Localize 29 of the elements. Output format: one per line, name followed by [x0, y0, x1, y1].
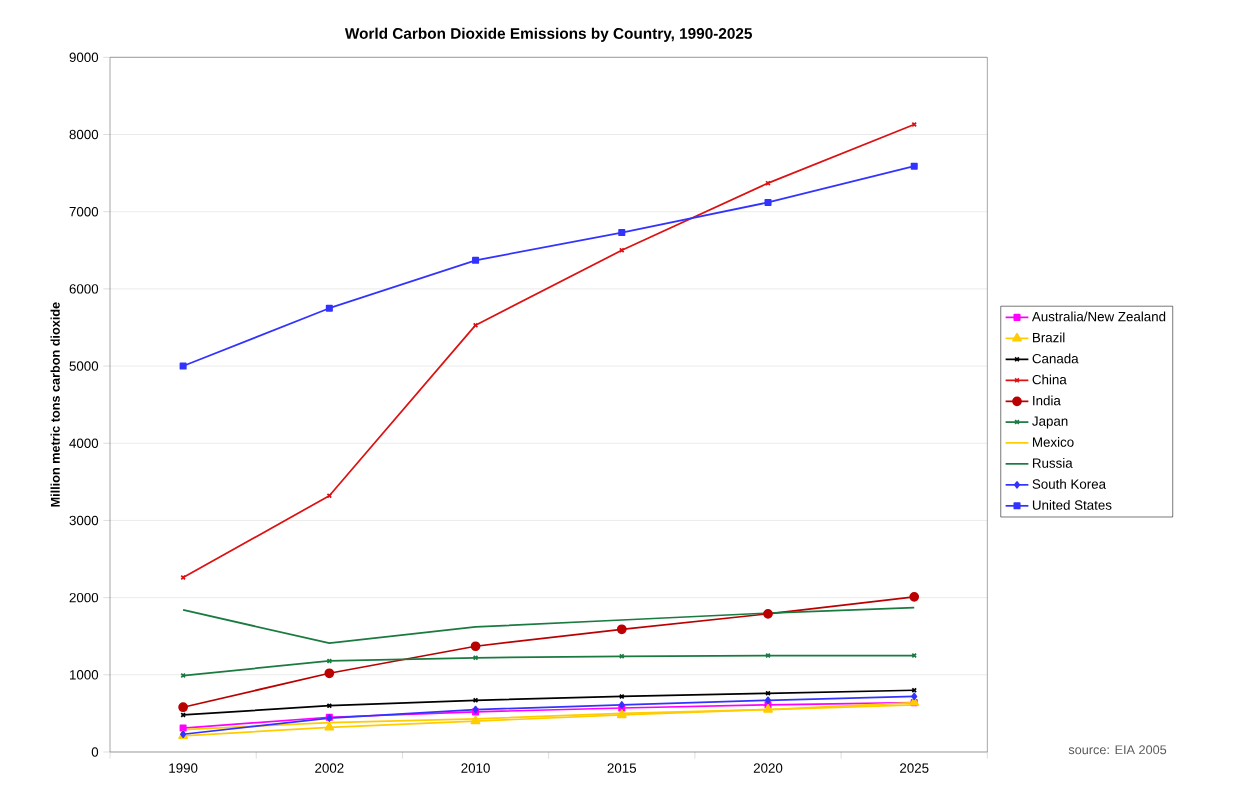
- x-tick-label: 2002: [315, 763, 344, 773]
- legend-label: South Korea: [1032, 479, 1107, 489]
- legend-label: Brazil: [1033, 332, 1065, 343]
- chart-title: World Carbon Dioxide Emissions by Country, 1990-2025: [344, 27, 752, 43]
- legend-label: China: [1032, 374, 1067, 385]
- y-tick-label: 3000: [69, 515, 99, 526]
- y-tick-label: 9000: [69, 52, 99, 63]
- x-tick-label: 2020: [753, 763, 783, 773]
- y-tick-label: 4000: [69, 438, 99, 449]
- legend-label: India: [1033, 395, 1061, 406]
- legend-label: Mexico: [1033, 437, 1074, 447]
- y-tick-label: 6000: [69, 284, 99, 294]
- y-tick-label: 1000: [69, 670, 99, 680]
- legend-label: Russia: [1033, 458, 1073, 468]
- x-tick-label: 2010: [461, 763, 490, 773]
- legend-label: Australia/New Zealand: [1031, 311, 1166, 322]
- legend-label: United States: [1032, 500, 1112, 510]
- x-tick-label: 2015: [607, 763, 637, 773]
- y-tick-label: 7000: [69, 207, 99, 217]
- x-tick-label: 1990: [169, 763, 198, 773]
- legend-label: Canada: [1032, 353, 1079, 364]
- y-tick-label: 8000: [69, 129, 99, 140]
- x-tick-label: 2025: [900, 763, 929, 773]
- y-axis-title: Million metric tons carbon dioxide: [50, 302, 60, 507]
- y-tick-label: 2000: [69, 593, 99, 603]
- legend-label: Japan: [1032, 416, 1068, 429]
- y-tick-label: 5000: [69, 361, 99, 371]
- y-tick-label: 0: [91, 747, 99, 757]
- source-note: source: EIA 2005: [1068, 745, 1167, 755]
